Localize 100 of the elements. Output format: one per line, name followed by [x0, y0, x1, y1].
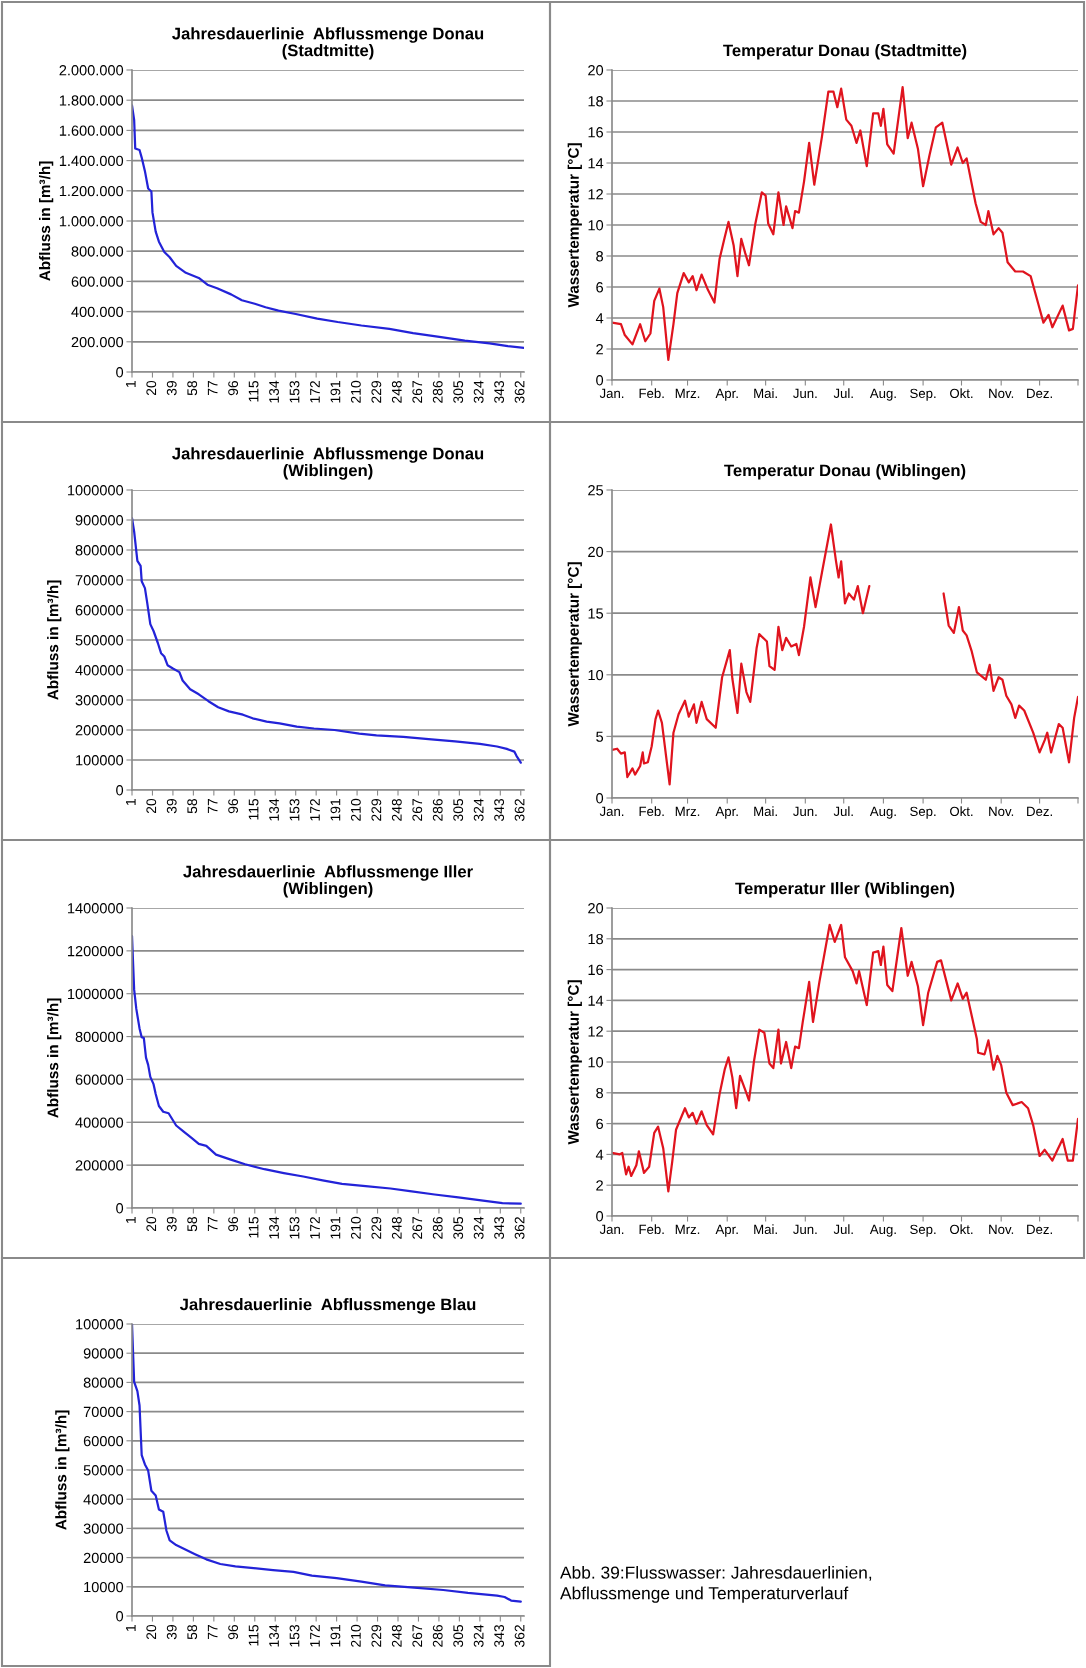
y-tick-label: 200.000 — [71, 336, 124, 348]
x-tick-label: Mai. — [754, 388, 777, 399]
y-tick-label: 30000 — [83, 1523, 124, 1534]
x-tick-label: 153 — [289, 798, 300, 821]
x-tick-label: 134 — [269, 380, 279, 403]
x-tick-label: Jan. — [599, 806, 624, 817]
chart-title: Temperatur Donau (Wiblingen) — [724, 464, 966, 480]
x-tick-label: Apr. — [715, 806, 738, 819]
x-tick-label: Jun. — [793, 388, 817, 399]
x-tick-label: Jun. — [793, 806, 817, 817]
x-tick-label: 305 — [453, 1216, 464, 1239]
y-tick-label: 50000 — [83, 1465, 124, 1476]
x-tick-label: 1 — [126, 799, 136, 805]
x-tick-label: Jul. — [833, 388, 853, 399]
x-tick-label: 134 — [269, 1216, 279, 1239]
x-tick-label: Sep. — [910, 806, 936, 819]
x-tick-label: Dez. — [1027, 806, 1052, 817]
y-tick-label: 1.800.000 — [59, 95, 124, 106]
x-tick-label: 191 — [330, 1625, 341, 1647]
x-tick-label: 96 — [228, 1624, 239, 1640]
x-tick-label: 191 — [330, 381, 341, 403]
x-tick-label: 191 — [330, 1217, 341, 1239]
y-tick-label: 0 — [116, 785, 124, 796]
x-tick-label: 229 — [371, 798, 382, 821]
y-tick-label: 80000 — [83, 1377, 124, 1388]
x-tick-label: 96 — [228, 798, 239, 814]
x-tick-label: 229 — [371, 1624, 382, 1647]
x-tick-label: 343 — [494, 1216, 505, 1239]
y-tick-label: 200000 — [75, 1160, 124, 1171]
x-tick-label: 286 — [432, 380, 443, 403]
y-tick-label: 1.200.000 — [59, 185, 124, 197]
x-tick-label: Aug. — [869, 806, 896, 819]
y-tick-label: 60000 — [83, 1435, 124, 1447]
x-tick-label: 229 — [371, 380, 382, 403]
y-tick-label: 20 — [588, 65, 604, 76]
x-tick-label: 248 — [391, 380, 402, 403]
y-tick-label: 4 — [595, 1149, 604, 1160]
x-tick-label: 286 — [432, 1624, 443, 1647]
x-tick-label: 77 — [207, 1625, 218, 1640]
x-tick-label: Jan. — [599, 388, 624, 399]
x-tick-label: 324 — [473, 798, 484, 821]
x-tick-label: 324 — [473, 380, 484, 403]
y-tick-label: 12 — [588, 189, 603, 200]
y-axis-title: Wassertemperatur [°C] — [567, 143, 582, 308]
x-tick-label: Apr. — [715, 1224, 738, 1237]
x-tick-label: Mrz. — [675, 1224, 700, 1234]
y-tick-label: 16 — [588, 127, 604, 138]
x-tick-label: 1 — [126, 1217, 136, 1223]
x-tick-label: 343 — [494, 380, 505, 403]
y-tick-label: 5 — [596, 731, 604, 742]
y-tick-label: 600000 — [75, 1074, 124, 1085]
x-tick-label: Okt. — [950, 388, 973, 399]
x-tick-label: 229 — [371, 1216, 382, 1239]
y-tick-label: 100000 — [76, 755, 124, 766]
y-tick-label: 70000 — [83, 1406, 124, 1418]
y-axis-title: Wassertemperatur [°C] — [567, 980, 582, 1145]
x-tick-label: Dez. — [1027, 388, 1052, 399]
y-tick-label: 4 — [595, 313, 604, 324]
y-axis-title: Abfluss in [m³/h] — [55, 1410, 70, 1530]
x-tick-label: 39 — [166, 380, 177, 396]
x-tick-label: Nov. — [989, 388, 1014, 399]
x-tick-label: 39 — [166, 798, 177, 814]
y-tick-label: 1000000 — [68, 485, 124, 496]
x-tick-label: 1 — [126, 1625, 136, 1631]
chart-title: Jahresdauerlinie Abflussmenge Blau — [179, 1298, 476, 1314]
x-tick-label: 210 — [350, 798, 361, 821]
y-tick-label: 10000 — [84, 1581, 124, 1593]
x-tick-label: 191 — [330, 799, 341, 821]
y-tick-label: 1.600.000 — [59, 125, 124, 136]
chart-title: Jahresdauerlinie Abflussmenge Donau (Stadtmitte) — [172, 27, 484, 60]
y-tick-label: 14 — [588, 995, 604, 1006]
x-tick-label: Jul. — [833, 1224, 853, 1235]
x-tick-label: 305 — [453, 1624, 464, 1647]
y-tick-label: 700000 — [75, 575, 124, 586]
y-tick-label: 600000 — [75, 605, 124, 616]
y-tick-label: 16 — [588, 964, 604, 976]
y-tick-label: 20 — [588, 546, 604, 558]
x-tick-label: 343 — [494, 1624, 505, 1647]
x-tick-label: 305 — [453, 380, 464, 403]
chart-title: Temperatur Iller (Wiblingen) — [735, 882, 955, 898]
x-tick-label: 324 — [473, 1624, 484, 1647]
x-tick-label: 210 — [350, 380, 361, 403]
x-tick-label: 20 — [146, 380, 157, 396]
x-tick-label: 77 — [207, 1217, 218, 1232]
x-tick-label: 248 — [391, 798, 402, 821]
x-tick-label: 153 — [289, 380, 300, 403]
x-tick-label: 362 — [514, 799, 525, 821]
x-tick-label: Feb. — [639, 388, 664, 399]
y-tick-label: 18 — [588, 933, 604, 945]
y-axis-title: Abfluss in [m³/h] — [47, 998, 62, 1118]
x-tick-label: 267 — [412, 1217, 423, 1239]
x-tick-label: 39 — [166, 1216, 177, 1232]
y-tick-label: 6 — [596, 282, 604, 293]
x-tick-label: 153 — [289, 1216, 300, 1239]
x-tick-label: Apr. — [715, 388, 738, 401]
chart-title: Jahresdauerlinie Abflussmenge Iller (Wiblingen) — [183, 865, 473, 898]
y-tick-label: 90000 — [83, 1348, 124, 1359]
x-tick-label: 343 — [494, 798, 505, 821]
x-tick-label: Mai. — [754, 1224, 777, 1235]
y-tick-label: 6 — [596, 1118, 604, 1130]
